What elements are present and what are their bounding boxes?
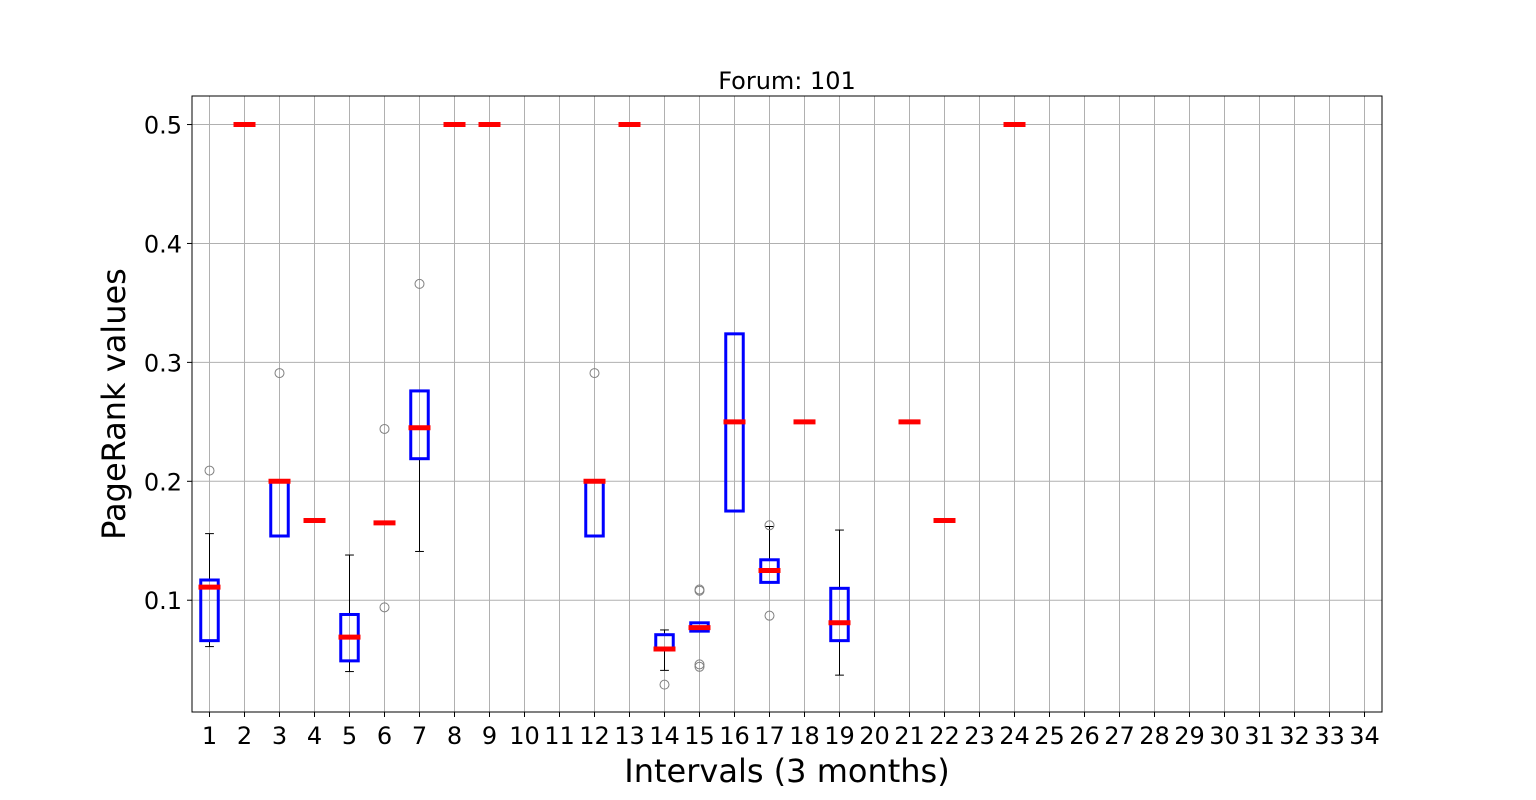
outlier-point — [694, 585, 705, 596]
x-tick-label: 2 — [237, 722, 252, 750]
y-axis-label: PageRank values — [95, 268, 133, 540]
y-tick-label: 0.3 — [144, 349, 182, 377]
box-iqr — [409, 389, 430, 461]
x-tick-label: 29 — [1174, 722, 1205, 750]
x-tick-label: 32 — [1279, 722, 1310, 750]
x-tick-label: 4 — [307, 722, 322, 750]
x-tick-label: 1 — [202, 722, 217, 750]
x-tick-label: 22 — [929, 722, 960, 750]
y-tick-label: 0.5 — [144, 112, 182, 140]
box-iqr — [829, 586, 850, 643]
x-tick-label: 24 — [999, 722, 1030, 750]
x-tick-label: 19 — [824, 722, 855, 750]
x-tick-label: 7 — [412, 722, 427, 750]
outlier-point — [379, 423, 390, 434]
outlier-point — [659, 679, 670, 690]
x-tick-label: 26 — [1069, 722, 1100, 750]
x-tick-label: 27 — [1104, 722, 1135, 750]
x-tick-label: 30 — [1209, 722, 1240, 750]
x-tick-label: 17 — [754, 722, 785, 750]
outlier-point — [414, 278, 425, 289]
x-tick-label: 21 — [894, 722, 925, 750]
y-tick-label: 0.4 — [144, 230, 182, 258]
x-tick-label: 10 — [509, 722, 540, 750]
outlier-point — [274, 368, 285, 379]
outlier-point — [694, 661, 705, 672]
box-series — [198, 122, 1026, 690]
y-tick-label: 0.1 — [144, 587, 182, 615]
x-tick-label: 23 — [964, 722, 995, 750]
y-axis-ticks: 0.1 0.2 0.3 0.4 0.5 — [144, 112, 192, 615]
x-tick-label: 8 — [447, 722, 462, 750]
x-tick-label: 34 — [1349, 722, 1380, 750]
x-tick-label: 25 — [1034, 722, 1065, 750]
x-tick-label: 3 — [272, 722, 287, 750]
y-tick-label: 0.2 — [144, 468, 182, 496]
outlier-point — [379, 602, 390, 613]
x-axis-label: Intervals (3 months) — [624, 752, 949, 790]
plot-frame — [191, 95, 1383, 713]
x-tick-label: 15 — [684, 722, 715, 750]
x-tick-label: 14 — [649, 722, 680, 750]
outlier-point — [694, 659, 705, 670]
outlier-point — [764, 520, 775, 531]
x-tick-label: 5 — [342, 722, 357, 750]
x-tick-label: 33 — [1314, 722, 1345, 750]
grid-lines — [192, 96, 1382, 712]
x-tick-label: 28 — [1139, 722, 1170, 750]
x-tick-label: 13 — [614, 722, 645, 750]
x-tick-label: 11 — [544, 722, 575, 750]
x-tick-label: 12 — [579, 722, 610, 750]
x-tick-label: 18 — [789, 722, 820, 750]
x-tick-label: 16 — [719, 722, 750, 750]
box-iqr — [199, 578, 220, 643]
outlier-point — [204, 465, 215, 476]
outlier-point — [589, 368, 600, 379]
outlier-point — [764, 610, 775, 621]
x-tick-label: 31 — [1244, 722, 1275, 750]
x-tick-label: 9 — [482, 722, 497, 750]
x-axis-ticks: 1 2 3 4 5 6 7 8 9 10 11 12 13 14 15 16 17 18 19 20 21 22 23 24 2… — [202, 712, 1380, 750]
x-tick-label: 6 — [377, 722, 392, 750]
x-tick-label: 20 — [859, 722, 890, 750]
chart-title: Forum: 101 — [718, 67, 856, 95]
